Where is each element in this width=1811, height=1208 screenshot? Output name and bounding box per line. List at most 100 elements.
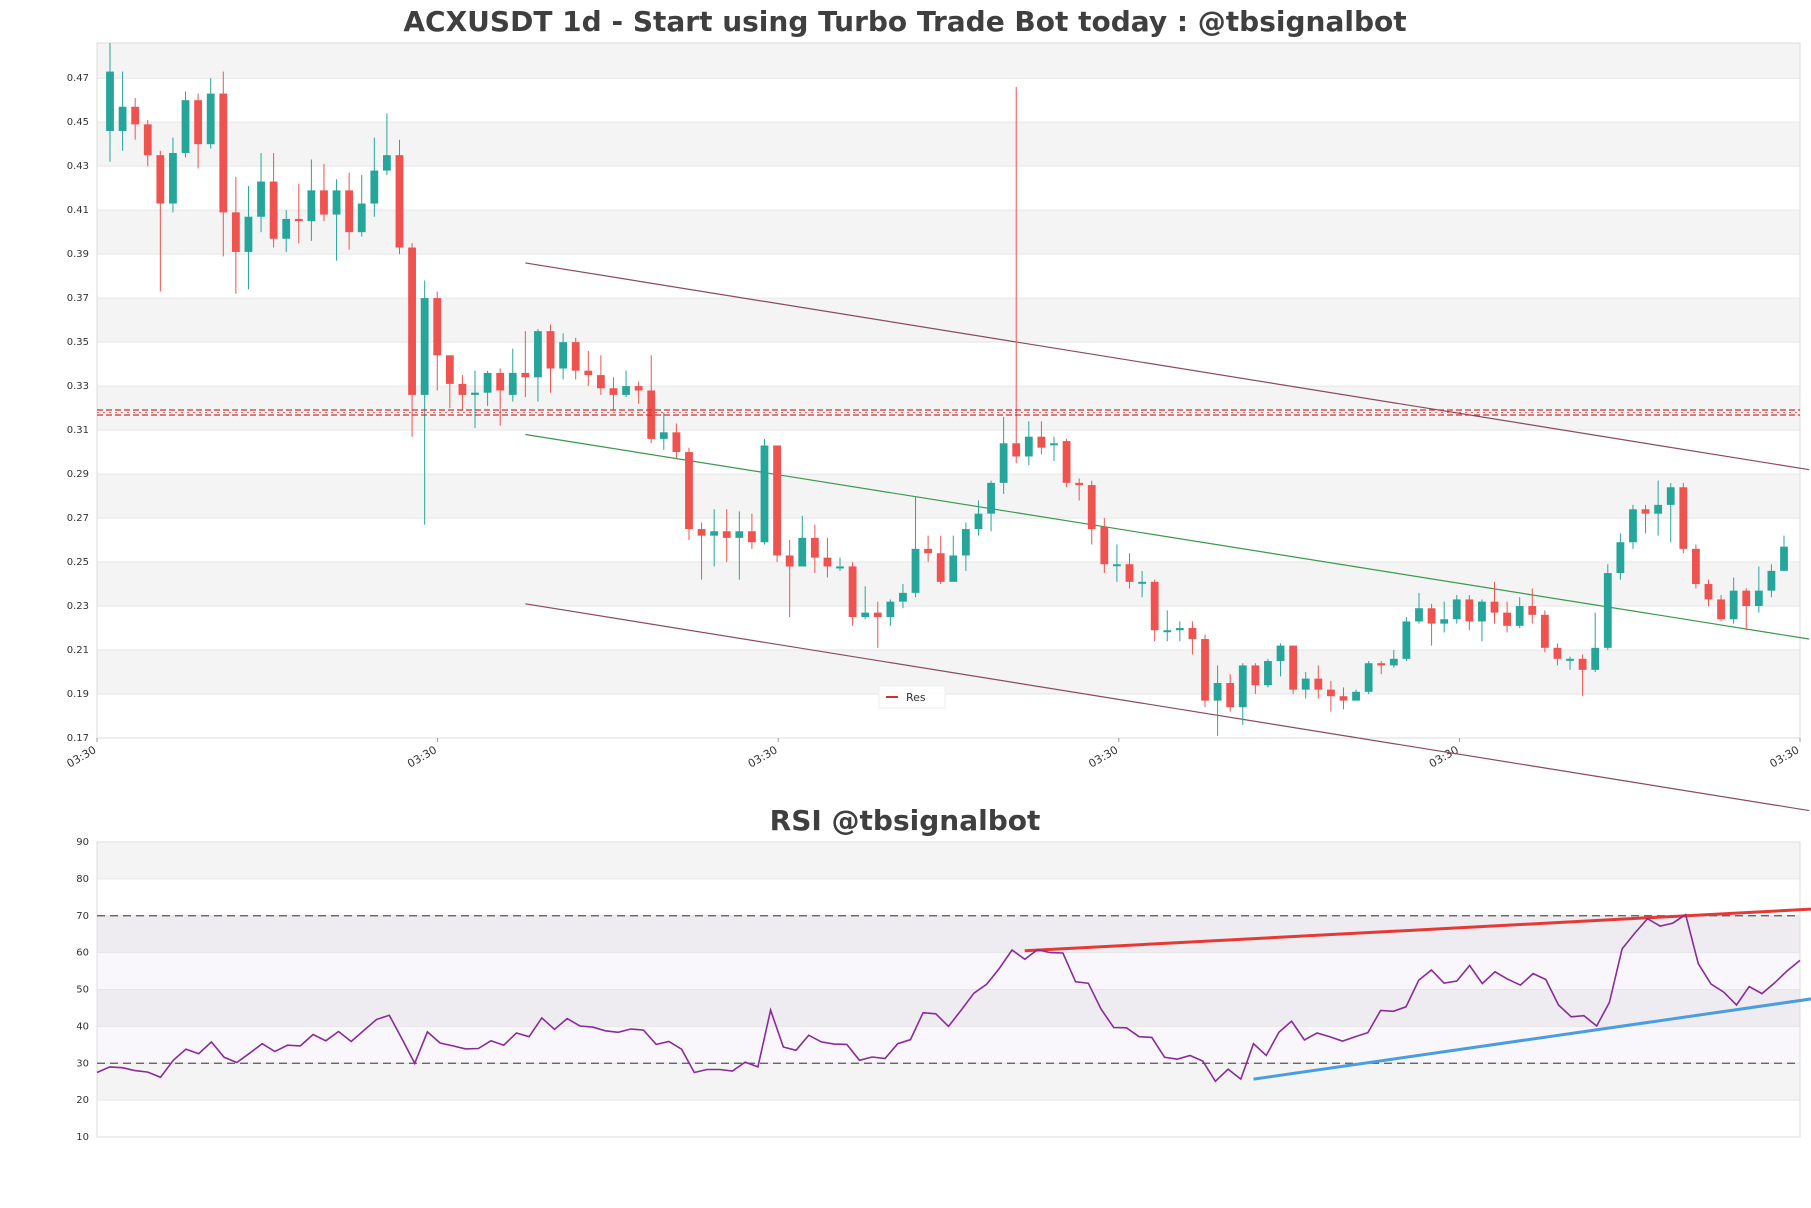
price-x-tick: 03:30 bbox=[65, 743, 99, 770]
candle-body bbox=[886, 601, 895, 618]
rsi-band bbox=[97, 989, 1800, 1027]
legend-res-label: Res bbox=[906, 691, 926, 704]
price-band bbox=[97, 474, 1800, 519]
candle-body bbox=[1175, 628, 1184, 631]
price-y-tick: 0.27 bbox=[67, 513, 89, 524]
candle-body bbox=[911, 548, 920, 593]
candle-body bbox=[1125, 564, 1134, 582]
rsi-trend-lines bbox=[1024, 907, 1811, 1081]
candle-body bbox=[798, 537, 807, 567]
candle-body bbox=[1037, 436, 1046, 448]
price-y-tick: 0.47 bbox=[67, 73, 89, 84]
rsi-y-tick: 20 bbox=[76, 1095, 89, 1106]
price-band bbox=[97, 562, 1800, 607]
rsi-y-tick: 10 bbox=[76, 1132, 89, 1143]
candle-body bbox=[823, 557, 832, 567]
candle-body bbox=[999, 443, 1008, 483]
candle-body bbox=[546, 331, 555, 369]
price-legend: Res bbox=[878, 685, 946, 709]
rsi-band bbox=[97, 1063, 1800, 1101]
price-y-tick: 0.35 bbox=[67, 337, 89, 348]
candle-body bbox=[1251, 665, 1260, 686]
candle-body bbox=[156, 155, 165, 204]
candle-body bbox=[1767, 570, 1776, 591]
candle-body bbox=[697, 529, 706, 536]
candle-body bbox=[836, 566, 844, 569]
candle-body bbox=[609, 388, 618, 395]
rsi-reference-lines bbox=[97, 915, 1800, 1064]
candle-body bbox=[1389, 658, 1398, 666]
candle-body bbox=[1666, 487, 1675, 505]
candle-body bbox=[1603, 573, 1612, 648]
candle-body bbox=[1578, 658, 1587, 670]
price-plot-bands bbox=[97, 43, 1800, 739]
candle-body bbox=[1012, 443, 1021, 457]
candle-body bbox=[1503, 612, 1511, 626]
candle-body bbox=[987, 482, 995, 514]
price-y-tick: 0.17 bbox=[67, 733, 89, 744]
candle-body bbox=[320, 190, 328, 215]
rsi-line bbox=[96, 913, 1801, 1083]
candle-body bbox=[685, 452, 693, 530]
candle-body bbox=[508, 372, 517, 395]
candle-body bbox=[169, 152, 177, 204]
candle-body bbox=[1326, 689, 1335, 697]
candle-body bbox=[1238, 665, 1247, 708]
rsi-trend-support bbox=[1253, 997, 1811, 1081]
candle-body bbox=[408, 247, 416, 395]
price-band bbox=[97, 386, 1800, 431]
candle-body bbox=[924, 548, 933, 554]
candle-body bbox=[584, 370, 593, 376]
resistance-line bbox=[97, 409, 1800, 416]
candle-body bbox=[534, 331, 542, 378]
rsi-y-tick: 80 bbox=[76, 874, 89, 885]
candle-body bbox=[936, 553, 945, 582]
candle-body bbox=[395, 155, 404, 248]
price-y-tick: 0.23 bbox=[67, 601, 89, 612]
candle-body bbox=[1226, 683, 1235, 708]
channel-line-lower bbox=[525, 603, 1810, 812]
candle-body bbox=[1415, 608, 1423, 622]
candle-body bbox=[961, 529, 970, 556]
rsi-y-tick: 50 bbox=[76, 985, 89, 996]
rsi-plot-bands bbox=[97, 841, 1800, 1138]
candle-body bbox=[1742, 590, 1751, 607]
candle-body bbox=[1629, 509, 1637, 543]
candle-body bbox=[899, 592, 907, 602]
candle-body bbox=[722, 531, 731, 538]
candle-body bbox=[257, 181, 265, 217]
candle-body bbox=[1717, 599, 1725, 620]
rsi-trend-resistance bbox=[1024, 907, 1811, 953]
candle-body bbox=[596, 375, 605, 389]
candle-body bbox=[420, 298, 429, 395]
price-band bbox=[97, 210, 1800, 255]
candle-body bbox=[1150, 581, 1159, 631]
candle-body bbox=[1691, 548, 1700, 585]
rsi-band bbox=[97, 842, 1800, 879]
candle-body bbox=[106, 71, 114, 131]
candle-body bbox=[659, 432, 668, 439]
price-y-tick: 0.31 bbox=[67, 425, 89, 436]
price-y-tick: 0.25 bbox=[67, 557, 89, 568]
candle-body bbox=[143, 124, 152, 156]
candle-body bbox=[1528, 606, 1537, 615]
candle-body bbox=[1490, 601, 1499, 613]
candle-body bbox=[974, 513, 983, 530]
price-y-tick: 0.21 bbox=[67, 645, 89, 656]
candle-body bbox=[1427, 608, 1436, 624]
candle-body bbox=[131, 106, 140, 125]
price-y-tick: 0.37 bbox=[67, 293, 89, 304]
candle-body bbox=[269, 181, 278, 239]
candle-body bbox=[1113, 564, 1121, 567]
candle-body bbox=[1754, 590, 1763, 607]
candle-body bbox=[206, 93, 215, 145]
candle-body bbox=[1100, 526, 1109, 565]
candle-body bbox=[672, 432, 681, 453]
candle-body bbox=[1452, 599, 1461, 620]
candle-body bbox=[848, 566, 857, 618]
candle-body bbox=[1075, 482, 1084, 486]
candle-body bbox=[1654, 504, 1663, 514]
candle-body bbox=[1679, 487, 1688, 549]
candle-body bbox=[873, 612, 882, 618]
